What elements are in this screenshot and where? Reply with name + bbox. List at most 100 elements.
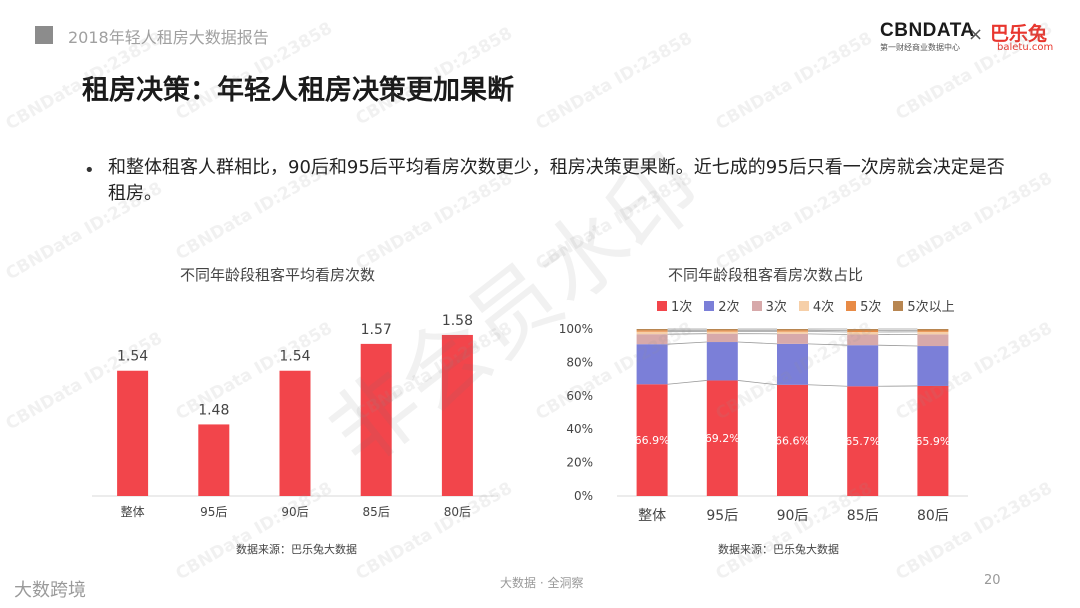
y-tick-label: 100%: [559, 322, 593, 336]
segment-1次-整体: [636, 384, 668, 496]
series-connector: [807, 333, 848, 335]
footer-brand: 大数跨境: [14, 580, 86, 601]
legend-swatch: [846, 300, 857, 311]
left-chart-title: 不同年龄段租客平均看房次数: [180, 266, 376, 284]
logo-separator: ×: [968, 24, 984, 45]
legend-item: 5次: [846, 296, 881, 315]
segment-3次-85后: [847, 334, 879, 346]
x-tick-label: 90后: [777, 508, 809, 524]
legend-item: 2次: [704, 296, 740, 315]
legend-swatch: [893, 300, 904, 311]
baletu-logo: 巴乐兔: [990, 23, 1048, 45]
segment-4次-整体: [636, 331, 668, 335]
legend-label: 2次: [718, 300, 740, 315]
right-chart-source: 数据来源：巴乐兔大数据: [718, 543, 839, 556]
bar-85后: [360, 343, 392, 496]
segment-1次-90后: [777, 384, 808, 496]
legend-label: 5次: [860, 300, 882, 315]
segment-3次-95后: [706, 333, 738, 343]
bar-value-label: 1.54: [117, 349, 148, 365]
x-tick-label: 80后: [917, 508, 949, 524]
legend-label: 1次: [671, 300, 693, 315]
bar-整体: [117, 370, 149, 496]
right-chart-legend: 1次 2次 3次 4次 5次 5次以上: [657, 296, 955, 315]
segment-4次-90后: [777, 331, 808, 334]
bullet-text: 和整体租客人群相比，90后和95后平均看房次数更少，租房决策更果断。近七成的95…: [108, 157, 1005, 204]
x-tick-label: 80后: [444, 505, 471, 519]
series-connector: [807, 331, 848, 333]
legend-swatch: [751, 300, 762, 311]
segment-2次-85后: [847, 345, 879, 387]
y-tick-label: 80%: [566, 355, 593, 369]
segment-value-label: 65.7%: [845, 435, 880, 448]
section-marker: [35, 26, 53, 44]
segment-5次以上-85后: [847, 329, 879, 331]
bar-95后: [198, 424, 230, 496]
segment-value-label: 69.2%: [705, 432, 740, 445]
x-tick-label: 整体: [121, 504, 145, 519]
legend-item: 3次: [751, 296, 787, 315]
segment-1次-80后: [917, 385, 949, 496]
bar-90后: [279, 370, 311, 496]
page-number: 20: [984, 573, 1001, 588]
report-title: 2018年轻人租房大数据报告: [68, 28, 269, 47]
right-chart-title: 不同年龄段租客看房次数占比: [668, 266, 864, 284]
segment-value-label: 66.6%: [775, 434, 810, 447]
legend-swatch: [657, 300, 667, 311]
segment-value-label: 65.9%: [915, 435, 950, 448]
bar-value-label: 1.54: [279, 349, 310, 365]
bar-value-label: 1.58: [442, 313, 473, 329]
x-tick-label: 85后: [847, 508, 879, 524]
legend-label: 5次以上: [907, 300, 955, 315]
x-tick-label: 整体: [638, 508, 666, 524]
segment-1次-95后: [706, 380, 738, 496]
segment-3次-80后: [917, 334, 949, 347]
legend-swatch: [704, 300, 715, 311]
series-connector: [737, 341, 778, 345]
segment-2次-80后: [917, 346, 949, 386]
legend-label: 3次: [765, 300, 787, 315]
segment-3次-整体: [636, 334, 668, 345]
y-tick-label: 0%: [574, 489, 593, 503]
legend-item: 1次: [657, 296, 692, 315]
segment-4次-80后: [917, 331, 949, 335]
segment-5次-95后: [706, 330, 738, 332]
legend-item: 4次: [798, 296, 835, 315]
legend-swatch: [798, 300, 809, 311]
series-connector: [807, 384, 848, 387]
series-connector: [667, 380, 707, 385]
bullet-marker: •: [84, 160, 95, 181]
y-tick-label: 60%: [566, 389, 593, 403]
x-tick-label: 90后: [281, 505, 308, 519]
segment-2次-90后: [777, 343, 808, 385]
segment-value-label: 66.9%: [635, 434, 670, 447]
y-tick-label: 40%: [566, 422, 593, 436]
x-tick-label: 95后: [200, 505, 227, 519]
segment-5次-85后: [847, 330, 879, 333]
series-connector: [807, 343, 848, 346]
segment-5次-整体: [636, 330, 668, 332]
footer-slogan: 大数据 · 全洞察: [500, 576, 584, 590]
series-connector: [667, 333, 707, 335]
series-connector: [667, 341, 707, 345]
segment-2次-整体: [636, 344, 668, 385]
y-tick-label: 20%: [566, 456, 593, 470]
segment-5次以上-90后: [777, 329, 808, 331]
cbndata-logo: CBNDATA: [880, 20, 975, 41]
left-chart-source: 数据来源：巴乐兔大数据: [236, 543, 357, 556]
baletu-logo-url: baletu.com: [997, 42, 1054, 53]
segment-4次-95后: [706, 331, 738, 334]
series-connector: [878, 344, 918, 347]
segment-4次-85后: [847, 332, 879, 335]
legend-item: 5次以上: [893, 296, 955, 315]
x-tick-label: 95后: [706, 508, 738, 524]
segment-5次-80后: [917, 330, 949, 332]
segment-5次以上-80后: [917, 329, 949, 331]
left-bar-chart: 1.54 整体 1.48 95后 1.54 90后 1.57 85后 1.58 80后: [92, 313, 498, 519]
right-stacked-chart: 0% 20% 40% 60% 80% 100% 66.9% 整体 69.2% 95后 66.6% 90…: [559, 322, 968, 524]
bar-value-label: 1.57: [361, 322, 392, 338]
bar-value-label: 1.48: [198, 402, 229, 418]
segment-5次-90后: [777, 330, 808, 332]
legend-label: 4次: [812, 300, 835, 315]
series-connector: [737, 380, 778, 386]
